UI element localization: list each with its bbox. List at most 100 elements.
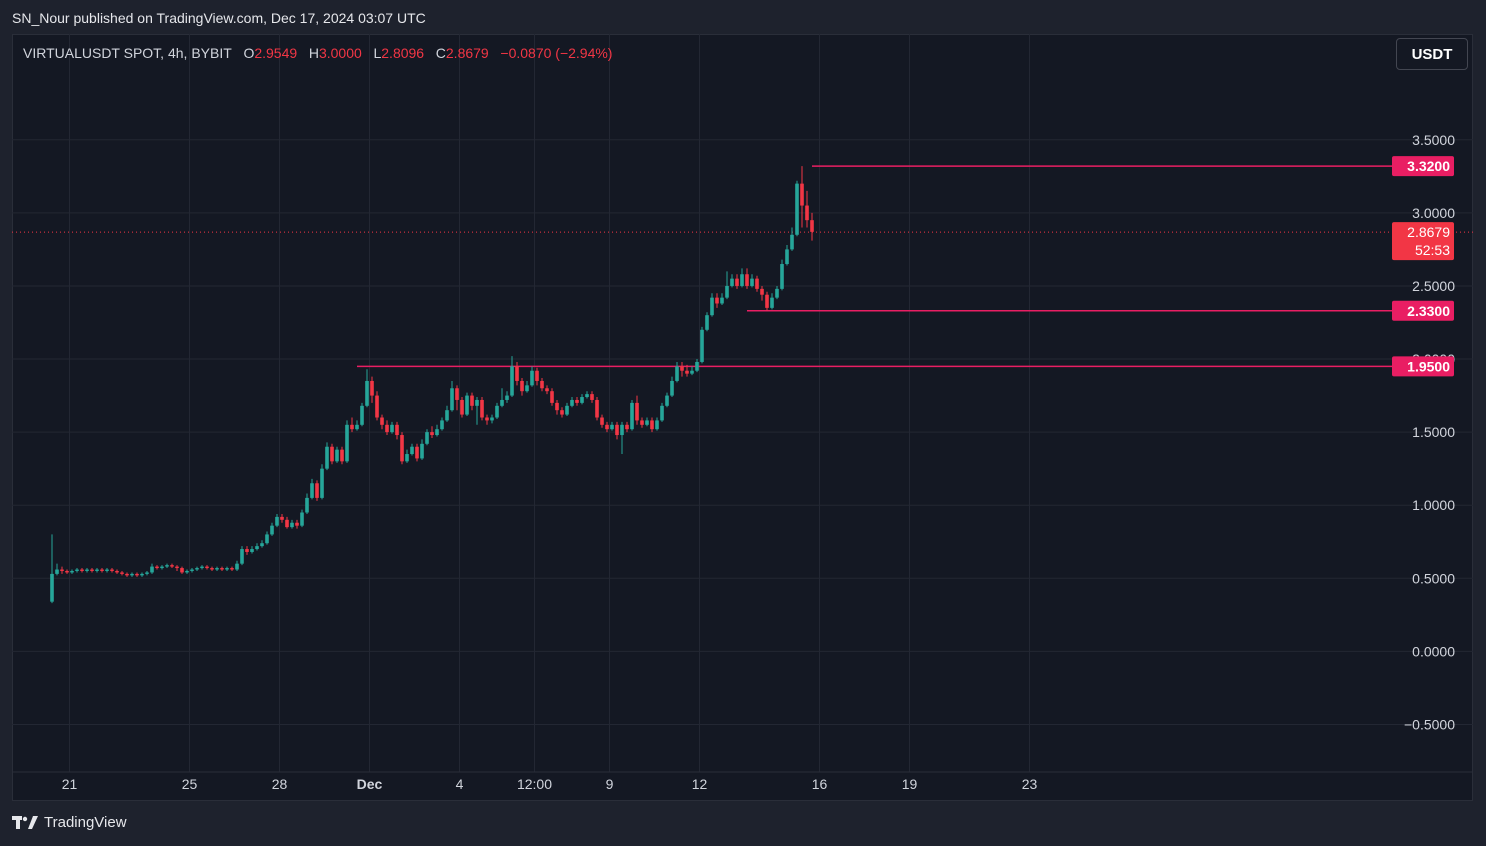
x-tick-label: 21 <box>62 776 78 792</box>
candle-down <box>125 573 129 576</box>
candle-down <box>805 205 809 221</box>
y-tick-label: −0.5000 <box>1404 716 1455 732</box>
candle-down <box>415 446 419 459</box>
candle-up <box>670 380 674 396</box>
candle-up <box>440 420 444 430</box>
candle-up <box>675 366 679 381</box>
candle-down <box>685 370 689 374</box>
candle-up <box>310 483 314 498</box>
candle-down <box>635 402 639 421</box>
candle-up <box>725 285 729 298</box>
candle-down <box>295 522 299 526</box>
candle-up <box>240 549 244 564</box>
y-tick-label: 3.0000 <box>1412 205 1455 221</box>
candle-down <box>350 424 354 430</box>
level-price-label: 2.3300 <box>1407 303 1450 319</box>
candle-up <box>410 446 414 455</box>
candle-up <box>770 297 774 308</box>
grid <box>12 34 1473 772</box>
candle-up <box>335 449 339 462</box>
candle-up <box>355 424 359 430</box>
candle-up <box>195 568 199 570</box>
time-axis: 21 25 28 Dec 4 12:00 9 12 16 19 23 <box>12 771 1473 792</box>
candle-down <box>545 388 549 392</box>
candle-up <box>580 397 584 403</box>
candle-down <box>400 435 404 462</box>
countdown-label: 52:53 <box>1415 242 1450 258</box>
level-price-badge <box>1392 356 1454 377</box>
candle-down <box>285 519 289 528</box>
level-price-badge <box>1392 300 1454 321</box>
candle-down <box>205 566 209 569</box>
currency-button[interactable]: USDT <box>1396 38 1468 70</box>
high-label: H <box>308 45 319 61</box>
candle-up <box>510 366 514 396</box>
candle-down <box>155 566 159 569</box>
candle-down <box>90 569 94 571</box>
footer-brand[interactable]: TradingView <box>12 814 127 831</box>
candle-up <box>620 424 624 436</box>
level-price-label: 3.3200 <box>1407 158 1450 174</box>
candle-down <box>180 568 184 573</box>
symbol-name: VIRTUALUSDT SPOT, 4h, BYBIT <box>23 45 232 61</box>
candle-up <box>200 566 204 569</box>
candle-down <box>455 388 459 400</box>
symbol-ohlc-legend: VIRTUALUSDT SPOT, 4h, BYBIT O2.9549 H3.0… <box>23 45 612 61</box>
candle-down <box>760 288 764 295</box>
y-tick-label: 1.0000 <box>1412 497 1455 513</box>
candle-down <box>460 399 464 415</box>
candle-up <box>495 405 499 418</box>
candle-up <box>610 424 614 430</box>
candle-down <box>550 391 554 403</box>
candle-up <box>795 183 799 235</box>
candle-down <box>375 395 379 418</box>
candle-up <box>570 399 574 406</box>
chart-panel[interactable] <box>12 34 1473 801</box>
last-price-badge <box>1392 222 1454 261</box>
candle-down <box>280 516 284 520</box>
candle-up <box>500 399 504 406</box>
candle-down <box>135 573 139 576</box>
candle-up <box>235 563 239 570</box>
candle-up <box>730 278 734 286</box>
candle-up <box>225 568 229 570</box>
candle-down <box>380 417 384 425</box>
candle-up <box>780 264 784 289</box>
candle-up <box>490 417 494 421</box>
candle-up <box>710 297 714 316</box>
candle-down <box>595 399 599 418</box>
candle-down <box>120 572 124 574</box>
candle-up <box>160 566 164 569</box>
candle-up <box>740 274 744 286</box>
candle-down <box>315 483 319 498</box>
level-price-badge <box>1392 156 1454 177</box>
candle-up <box>530 370 534 386</box>
candle-up <box>630 402 634 430</box>
candle-up <box>425 432 429 444</box>
candle-down <box>560 410 564 415</box>
candle-down <box>745 274 749 286</box>
candle-down <box>605 424 609 430</box>
high-value: 3.0000 <box>318 45 362 61</box>
candle-up <box>325 446 329 469</box>
x-tick-label: 25 <box>182 776 198 792</box>
x-tick-label: 16 <box>812 776 828 792</box>
candle-down <box>590 394 594 400</box>
candle-up <box>360 405 364 425</box>
low-value: 2.8096 <box>381 45 425 61</box>
x-tick-label: 19 <box>902 776 918 792</box>
candle-up <box>405 454 409 462</box>
candle-down <box>330 446 334 462</box>
candle-down <box>470 395 474 406</box>
candle-up <box>275 516 279 526</box>
candle-down <box>60 569 64 571</box>
candle-up <box>645 420 649 425</box>
candlestick-chart[interactable]: 3.50003.00002.50002.00001.50001.00000.50… <box>12 34 1473 801</box>
candle-up <box>785 249 789 265</box>
candle-down <box>535 370 539 381</box>
close-label: C <box>435 45 446 61</box>
candle-up <box>705 315 709 330</box>
candle-up <box>365 380 369 406</box>
candle-down <box>170 565 174 567</box>
price-axis: 3.50003.00002.50002.00001.50001.00000.50… <box>1404 132 1455 733</box>
